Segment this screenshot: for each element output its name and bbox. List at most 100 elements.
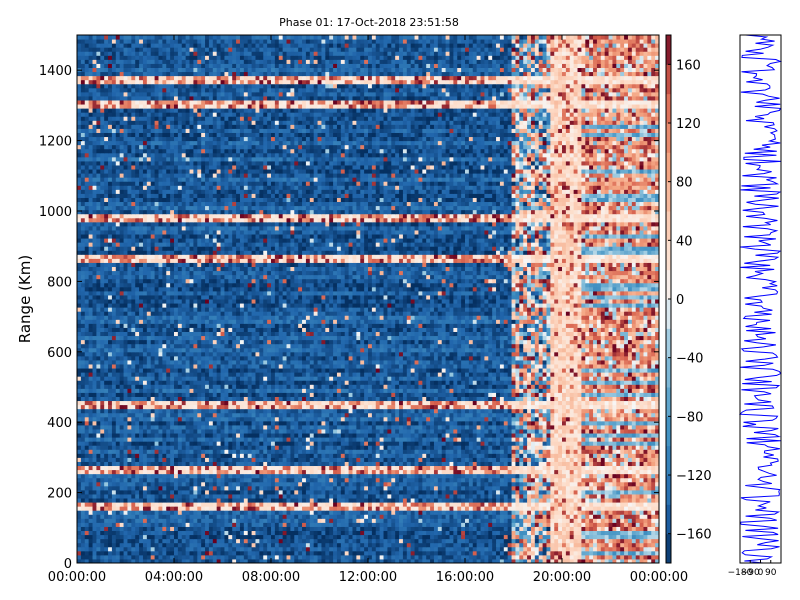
- heatmap-cell: [368, 506, 373, 511]
- heatmap-cell: [348, 518, 353, 523]
- heatmap-cell: [368, 469, 373, 475]
- heatmap-cell: [201, 550, 206, 556]
- heatmap-cell: [492, 433, 497, 438]
- heatmap-cell: [278, 493, 284, 499]
- heatmap-cell: [546, 437, 551, 442]
- heatmap-cell: [468, 526, 474, 532]
- heatmap-cell: [170, 465, 175, 471]
- heatmap-cell: [247, 449, 253, 454]
- heatmap-cell: [635, 473, 641, 479]
- heatmap-cell: [302, 526, 307, 532]
- heatmap-cell: [492, 554, 497, 560]
- heatmap-cell: [302, 485, 307, 491]
- heatmap-cell: [344, 433, 350, 438]
- heatmap-cell: [399, 461, 404, 467]
- heatmap-cell: [108, 428, 113, 434]
- heatmap-cell: [426, 465, 431, 471]
- heatmap-cell: [177, 554, 183, 560]
- heatmap-cell: [655, 518, 660, 523]
- heatmap-cell: [414, 522, 419, 527]
- heatmap-cell: [247, 473, 253, 479]
- heatmap-cell: [554, 465, 559, 471]
- heatmap-cell: [635, 457, 641, 462]
- heatmap-cell: [379, 465, 385, 471]
- heatmap-cell: [236, 485, 241, 491]
- heatmap-cell: [465, 550, 470, 556]
- heatmap-cell: [550, 510, 555, 515]
- heatmap-cell: [651, 550, 656, 556]
- heatmap-cell: [305, 538, 311, 544]
- heatmap-cell: [115, 457, 121, 462]
- heatmap-cell: [309, 502, 315, 507]
- heatmap-cell: [205, 550, 210, 556]
- heatmap-cell: [100, 530, 105, 536]
- heatmap-cell: [181, 502, 187, 507]
- heatmap-cell: [271, 469, 276, 475]
- heatmap-cell: [468, 453, 474, 458]
- heatmap-cell: [247, 428, 253, 434]
- heatmap-cell: [313, 469, 319, 475]
- heatmap-cell: [511, 550, 516, 556]
- heatmap-cell: [410, 498, 416, 503]
- heatmap-cell: [616, 453, 621, 458]
- heatmap-cell: [371, 477, 377, 483]
- heatmap-cell: [108, 465, 113, 471]
- heatmap-cell: [608, 542, 613, 548]
- heatmap-cell: [360, 534, 365, 540]
- heatmap-cell: [321, 477, 326, 483]
- heatmap-cell: [92, 550, 97, 556]
- heatmap-cell: [453, 530, 458, 536]
- heatmap-cell: [406, 477, 412, 483]
- heatmap-cell: [624, 489, 629, 495]
- heatmap-cell: [655, 428, 660, 434]
- heatmap-cell: [573, 534, 579, 540]
- heatmap-cell: [620, 493, 625, 499]
- heatmap-cell: [239, 530, 245, 536]
- heatmap-cell: [302, 477, 307, 483]
- heatmap-cell: [174, 445, 179, 450]
- heatmap-cell: [492, 469, 497, 475]
- heatmap-cell: [166, 449, 171, 454]
- heatmap-cell: [232, 453, 237, 458]
- heatmap-cell: [643, 485, 648, 491]
- heatmap-cell: [437, 453, 443, 458]
- heatmap-cell: [104, 510, 109, 515]
- heatmap-cell: [399, 542, 404, 548]
- heatmap-cell: [612, 433, 617, 438]
- heatmap-cell: [604, 433, 610, 438]
- heatmap-cell: [422, 453, 427, 458]
- heatmap-cell: [515, 518, 520, 523]
- heatmap-cell: [433, 502, 439, 507]
- heatmap-cell: [410, 546, 416, 552]
- heatmap-cell: [433, 465, 439, 471]
- heatmap-cell: [426, 461, 431, 467]
- heatmap-cell: [589, 558, 594, 564]
- heatmap-cell: [593, 485, 598, 491]
- heatmap-cell: [193, 433, 198, 438]
- heatmap-cell: [368, 457, 373, 462]
- heatmap-cell: [104, 558, 109, 564]
- heatmap-cell: [96, 542, 101, 548]
- heatmap-cell: [364, 550, 369, 556]
- heatmap-cell: [108, 453, 113, 458]
- heatmap-cell: [461, 485, 466, 491]
- heatmap-cell: [348, 473, 353, 479]
- heatmap-cell: [216, 441, 222, 446]
- heatmap-cell: [189, 441, 194, 446]
- heatmap-cell: [193, 449, 198, 454]
- heatmap-cell: [181, 461, 187, 467]
- heatmap-cell: [589, 546, 594, 552]
- heatmap-cell: [329, 428, 334, 434]
- heatmap-cell: [162, 506, 167, 511]
- heatmap-cell: [193, 424, 198, 430]
- heatmap-cell: [542, 437, 547, 442]
- heatmap-cell: [562, 481, 567, 487]
- heatmap-cell: [445, 506, 450, 511]
- heatmap-cell: [627, 453, 633, 458]
- heatmap-cell: [643, 433, 648, 438]
- heatmap-cell: [631, 526, 637, 532]
- heatmap-cell: [631, 449, 637, 454]
- heatmap-cell: [259, 502, 264, 507]
- heatmap-cell: [647, 546, 652, 552]
- heatmap-cell: [596, 485, 602, 491]
